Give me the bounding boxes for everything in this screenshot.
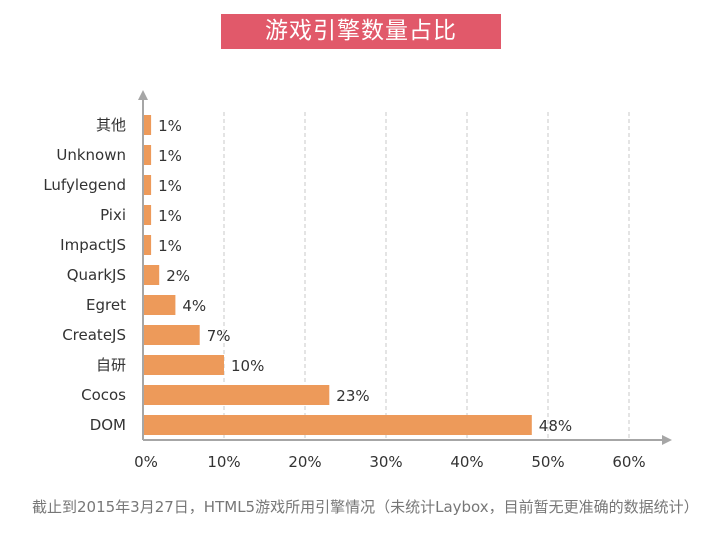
bar	[143, 235, 152, 255]
value-label: 7%	[207, 327, 231, 345]
x-tick-label: 10%	[207, 453, 240, 471]
value-label: 48%	[539, 417, 572, 435]
value-label: 2%	[166, 267, 190, 285]
x-tick-label: 0%	[134, 453, 158, 471]
category-label: Cocos	[81, 386, 126, 404]
y-axis-arrow	[138, 90, 148, 100]
bar	[143, 145, 152, 165]
value-label: 10%	[231, 357, 264, 375]
x-tick-label: 40%	[450, 453, 483, 471]
x-tick-label: 20%	[288, 453, 321, 471]
bar	[143, 415, 532, 435]
value-label: 1%	[158, 147, 182, 165]
bar	[143, 295, 176, 315]
category-label: DOM	[90, 416, 126, 434]
value-label: 23%	[336, 387, 369, 405]
category-label: Egret	[86, 296, 126, 314]
bar	[143, 265, 160, 285]
bar	[143, 205, 152, 225]
x-axis-arrow	[662, 435, 672, 445]
axes	[138, 90, 672, 445]
value-label: 1%	[158, 207, 182, 225]
bar	[143, 355, 224, 375]
category-label: 其他	[96, 116, 126, 134]
x-tick-label: 50%	[531, 453, 564, 471]
category-label: Pixi	[100, 206, 126, 224]
category-label: CreateJS	[62, 326, 126, 344]
value-label: 1%	[158, 237, 182, 255]
value-label: 1%	[158, 177, 182, 195]
x-tick-label: 60%	[612, 453, 645, 471]
chart-title: 游戏引擎数量占比	[221, 14, 501, 49]
bar	[143, 325, 200, 345]
category-label: ImpactJS	[60, 236, 126, 254]
bar	[143, 175, 152, 195]
category-label: Unknown	[56, 146, 126, 164]
footnote: 截止到2015年3月27日，HTML5游戏所用引擎情况（未统计Laybox，目前…	[32, 498, 699, 516]
value-label: 1%	[158, 117, 182, 135]
bar	[143, 115, 152, 135]
bars	[143, 115, 532, 435]
category-label: QuarkJS	[67, 266, 126, 284]
value-label: 4%	[182, 297, 206, 315]
x-tick-label: 30%	[369, 453, 402, 471]
category-label: Lufylegend	[43, 176, 126, 194]
bar	[143, 385, 330, 405]
labels: 其他 1% Unknown 1% Lufylegend 1% Pixi 1% ImpactJS 1…	[43, 116, 645, 471]
category-label: 自研	[96, 356, 126, 374]
